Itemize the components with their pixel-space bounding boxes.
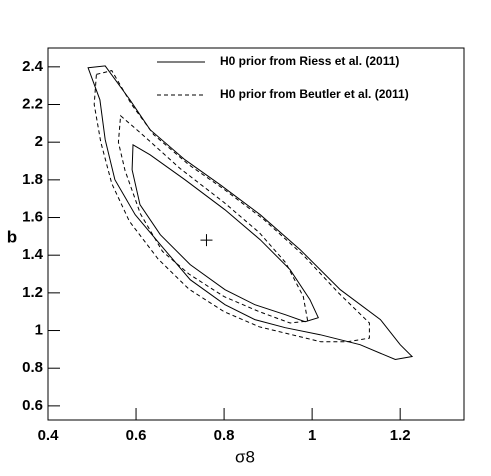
y-tick-label: 0.8 [22, 359, 43, 376]
y-tick-label: 0.6 [22, 397, 43, 414]
contour [117, 114, 309, 324]
legend-label: H0 prior from Beutler et al. (2011) [220, 87, 409, 101]
x-tick-label: 0.6 [126, 427, 147, 444]
x-tick-label: 1.2 [390, 427, 411, 444]
y-tick-label: 1.8 [22, 171, 43, 188]
x-tick-label: 1 [308, 427, 316, 444]
y-tick-label: 1.2 [22, 284, 43, 301]
y-tick-label: 2 [35, 133, 43, 150]
y-tick-label: 1.6 [22, 208, 43, 225]
best-fit-marker [200, 234, 213, 247]
y-tick-label: 2.2 [22, 95, 43, 112]
legend-label: H0 prior from Riess et al. (2011) [220, 54, 399, 68]
y-tick-label: 1 [35, 322, 43, 339]
contour [87, 65, 414, 361]
contour [131, 143, 319, 323]
y-axis-label: b [7, 227, 17, 246]
contour [93, 70, 370, 343]
x-tick-label: 0.4 [38, 427, 60, 444]
y-tick-label: 2.4 [22, 58, 44, 75]
y-tick-label: 1.4 [22, 246, 44, 263]
x-tick-label: 0.8 [214, 427, 235, 444]
plot-frame [47, 47, 465, 421]
x-axis-label: σ8 [235, 447, 255, 466]
